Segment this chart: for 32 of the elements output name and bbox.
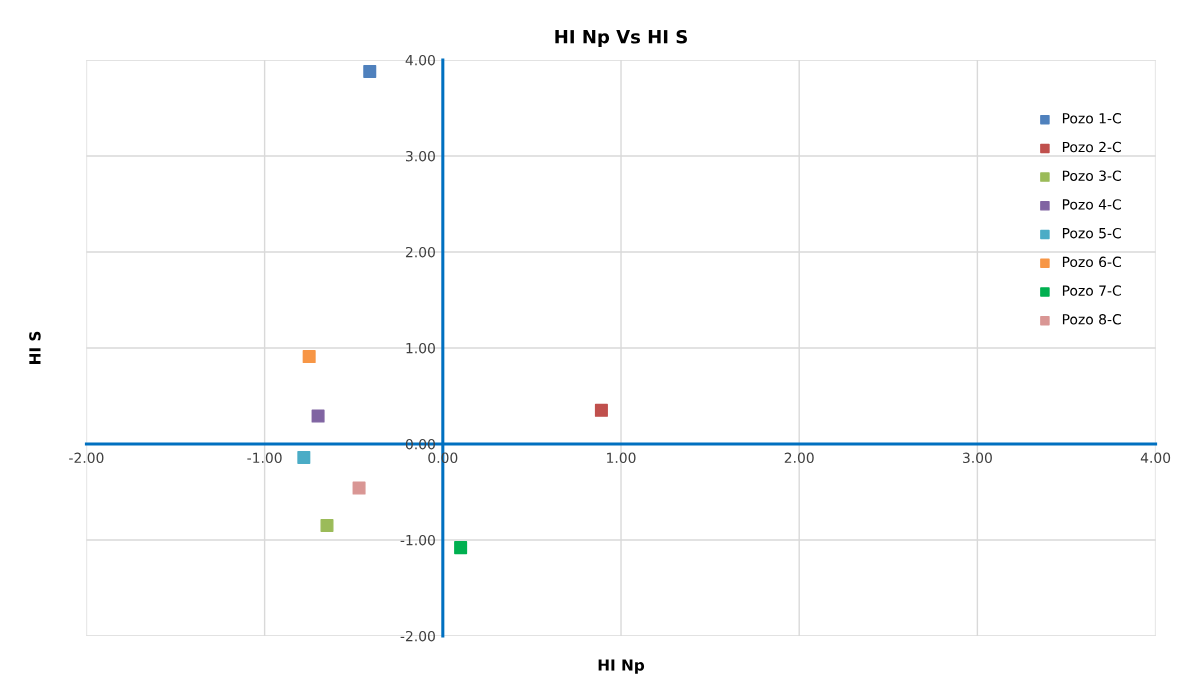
y-tick-label: -1.00 xyxy=(400,534,435,546)
point xyxy=(352,481,366,495)
chart-title: HI Np Vs HI S xyxy=(555,29,687,48)
y-axis-title: HI S xyxy=(29,331,41,364)
legend-label: Pozo 4-C xyxy=(1062,199,1121,210)
legend-label: Pozo 5-C xyxy=(1062,227,1121,239)
point xyxy=(320,519,334,533)
legend-label: Pozo 7-C xyxy=(1062,285,1121,296)
x-tick-label: 2.00 xyxy=(784,452,814,464)
legend-label: Pozo 8-C xyxy=(1062,314,1121,325)
y-tick-label: 1.00 xyxy=(406,342,435,354)
legend-label: Pozo 3-C xyxy=(1062,170,1121,181)
point xyxy=(302,350,316,364)
legend-label: Pozo 6-C xyxy=(1062,256,1121,268)
y-tick-label: -2.00 xyxy=(400,630,435,642)
point xyxy=(363,64,377,78)
x-tick-label: 3.00 xyxy=(962,452,992,464)
x-tick-label: 1.00 xyxy=(607,452,636,464)
point xyxy=(454,541,468,555)
point xyxy=(297,450,311,464)
x-axis-title: HI Np xyxy=(598,659,645,674)
y-tick-label: 0.00 xyxy=(405,438,435,450)
x-tick-label: -2.00 xyxy=(69,452,104,464)
y-tick-label: 3.00 xyxy=(406,150,435,162)
x-tick-label: 4.00 xyxy=(1140,452,1171,464)
point xyxy=(594,403,608,417)
point xyxy=(311,409,325,423)
y-tick-label: 2.00 xyxy=(405,246,435,258)
legend-label: Pozo 2-C xyxy=(1062,141,1121,153)
y-tick-label: 4.00 xyxy=(405,54,435,66)
x-tick-label: -1.00 xyxy=(247,452,282,464)
legend-label: Pozo 1-C xyxy=(1062,113,1121,124)
